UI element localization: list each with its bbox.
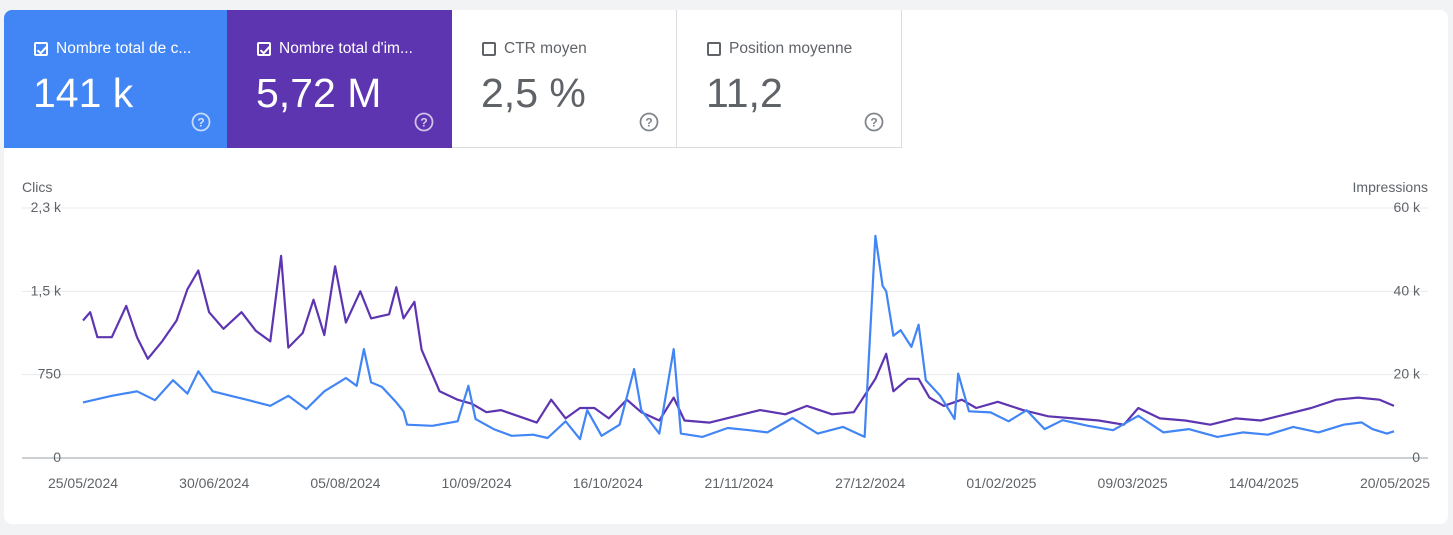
x-tick-label: 20/05/2025 — [1360, 475, 1430, 491]
metric-value: 5,72 M — [256, 70, 382, 116]
help-icon[interactable]: ? — [864, 112, 884, 132]
x-tick-label: 30/06/2024 — [179, 475, 249, 491]
help-icon[interactable]: ? — [191, 112, 211, 132]
svg-text:?: ? — [870, 116, 877, 130]
x-tick-label: 10/09/2024 — [442, 475, 512, 491]
series-line-impressions — [82, 254, 1395, 426]
metric-label: Nombre total d'im... — [279, 40, 413, 57]
metric-card-ctr[interactable]: CTR moyen 2,5 % ? — [452, 10, 677, 148]
performance-chart: Clics Impressions 2,3 k 1,5 k 750 0 60 k 40 … — [22, 179, 1430, 491]
help-icon[interactable]: ? — [414, 112, 434, 132]
x-tick-label: 21/11/2024 — [704, 475, 773, 491]
left-tick-label: 1,5 k — [31, 282, 62, 298]
metric-label: Position moyenne — [729, 40, 853, 57]
checkbox-checked-icon[interactable] — [257, 42, 271, 56]
left-tick-label: 0 — [53, 449, 61, 465]
metric-label: CTR moyen — [504, 40, 587, 57]
right-tick-label: 0 — [1412, 449, 1420, 465]
svg-text:?: ? — [197, 116, 204, 130]
left-tick-label: 2,3 k — [31, 199, 62, 215]
metric-value: 141 k — [33, 70, 134, 116]
metric-value: 11,2 — [706, 70, 783, 116]
checkbox-unchecked-icon[interactable] — [482, 42, 496, 56]
series-line-clicks — [82, 234, 1395, 441]
right-tick-label: 40 k — [1394, 282, 1421, 298]
checkbox-unchecked-icon[interactable] — [707, 42, 721, 56]
svg-text:?: ? — [645, 116, 652, 130]
right-tick-label: 60 k — [1394, 199, 1421, 215]
right-tick-label: 20 k — [1394, 366, 1421, 382]
metric-label: Nombre total de c... — [56, 40, 192, 57]
x-tick-label: 27/12/2024 — [835, 475, 905, 491]
svg-text:?: ? — [420, 116, 427, 130]
metric-card-impressions[interactable]: Nombre total d'im... 5,72 M ? — [227, 10, 452, 148]
right-axis-label: Impressions — [1353, 179, 1428, 195]
x-tick-label: 14/04/2025 — [1229, 475, 1299, 491]
help-icon[interactable]: ? — [639, 112, 659, 132]
left-axis-label: Clics — [22, 179, 52, 195]
x-tick-label: 25/05/2024 — [48, 475, 118, 491]
metric-card-clicks[interactable]: Nombre total de c... 141 k ? — [4, 10, 227, 148]
performance-panel: Nombre total de c... 141 k ? Nombre tota… — [4, 10, 1448, 524]
x-tick-label: 16/10/2024 — [573, 475, 643, 491]
x-tick-label: 05/08/2024 — [310, 475, 380, 491]
metric-card-position[interactable]: Position moyenne 11,2 ? — [677, 10, 902, 148]
x-tick-label: 01/02/2025 — [966, 475, 1036, 491]
x-tick-label: 09/03/2025 — [1098, 475, 1168, 491]
left-tick-label: 750 — [38, 366, 62, 382]
metric-value: 2,5 % — [481, 70, 586, 116]
checkbox-checked-icon[interactable] — [34, 42, 48, 56]
